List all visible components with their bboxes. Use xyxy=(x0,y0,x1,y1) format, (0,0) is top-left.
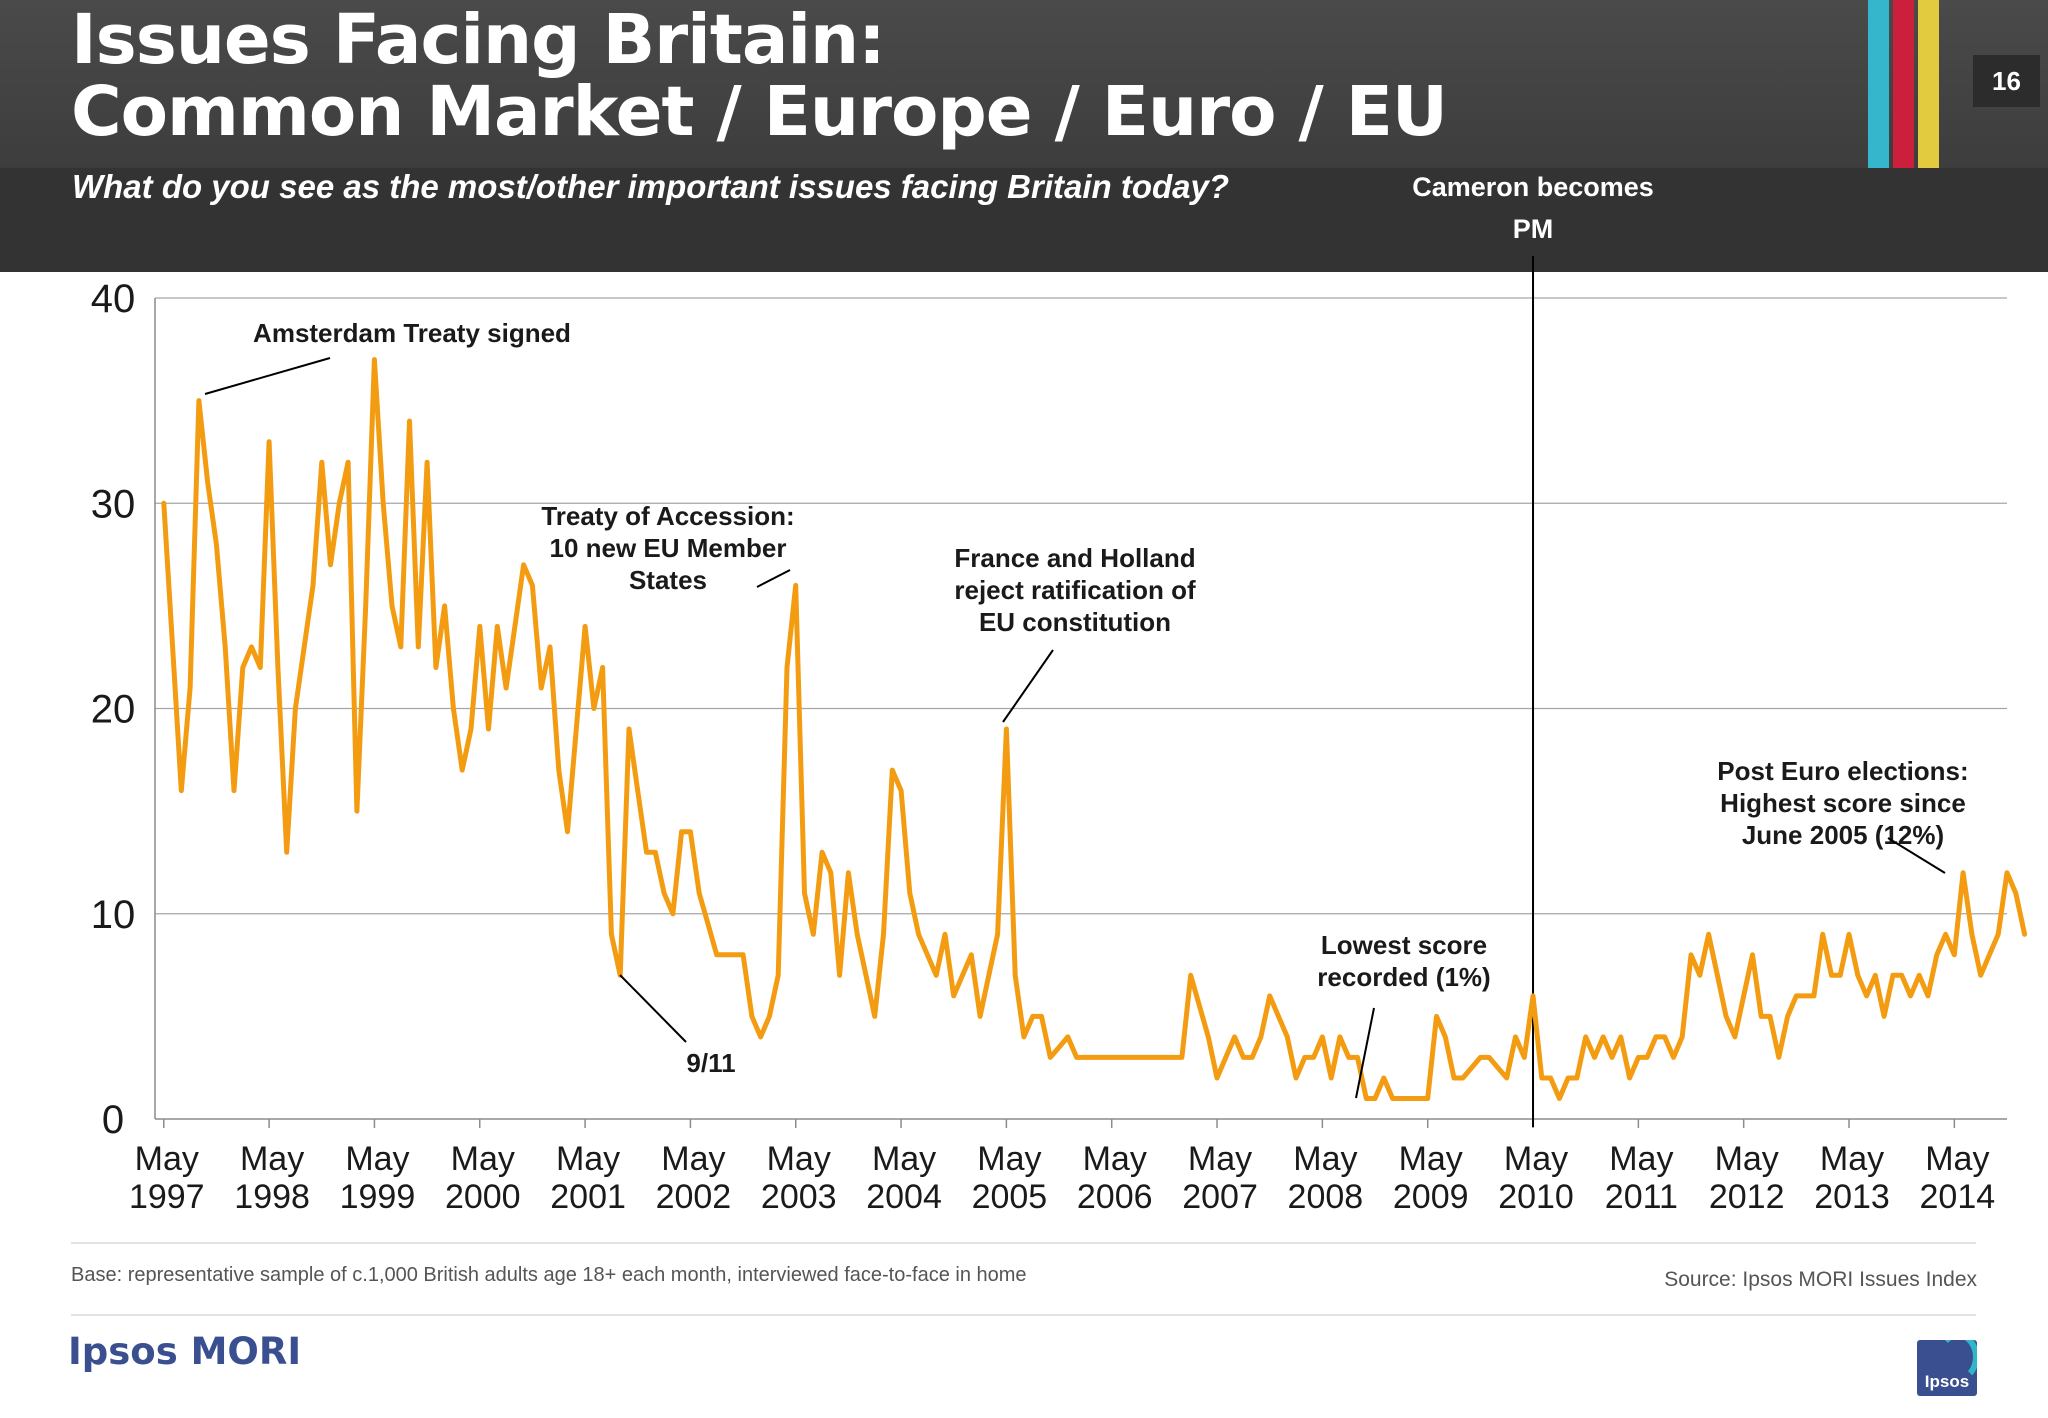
annotation-3-line-0: Lowest score xyxy=(1321,930,1487,960)
x-tick-month-1997: May xyxy=(135,1140,199,1178)
x-tick-year-1999: 1999 xyxy=(340,1178,416,1216)
page-number: 16 xyxy=(1973,55,2040,107)
series-line xyxy=(161,357,2028,1101)
x-tick-month-2014: May xyxy=(1925,1140,1989,1178)
x-tick-year-2005: 2005 xyxy=(972,1178,1048,1216)
x-tick-year-2013: 2013 xyxy=(1814,1178,1890,1216)
annotation-4-line-1: Highest score since xyxy=(1720,788,1966,818)
annotation-2-line-1: reject ratification of xyxy=(954,575,1196,605)
x-tick-year-2010: 2010 xyxy=(1498,1178,1574,1216)
ipsos-mori-logo: Ipsos MORI xyxy=(68,1330,302,1373)
header-bar xyxy=(0,0,2048,168)
x-tick-year-2011: 2011 xyxy=(1605,1178,1678,1216)
y-tick-label-20: 20 xyxy=(91,688,136,732)
footer-divider-bottom xyxy=(71,1314,1976,1316)
x-tick-year-2012: 2012 xyxy=(1709,1178,1785,1216)
x-tick-month-2009: May xyxy=(1399,1140,1463,1178)
base-note: Base: representative sample of c.1,000 B… xyxy=(71,1264,1027,1286)
annotation-leader-1 xyxy=(756,569,791,588)
stripe-blue xyxy=(1868,0,1889,168)
annotation-2-line-2: EU constitution xyxy=(979,607,1171,637)
annotation-leader-3 xyxy=(1355,1007,1375,1099)
x-tick-year-2001: 2001 xyxy=(550,1178,626,1216)
subtitle-bar xyxy=(0,168,2048,272)
annotation-0-line-0: Amsterdam Treaty signed xyxy=(253,318,571,348)
stripe-yellow xyxy=(1918,0,1939,168)
x-tick-month-1998: May xyxy=(240,1140,304,1178)
x-tick-year-2006: 2006 xyxy=(1077,1178,1153,1216)
x-tick-year-2007: 2007 xyxy=(1182,1178,1258,1216)
x-tick-month-1999: May xyxy=(345,1140,409,1178)
x-tick-month-2011: May xyxy=(1609,1140,1673,1178)
x-tick-month-2000: May xyxy=(451,1140,515,1178)
stripe-red xyxy=(1893,0,1914,168)
x-tick-month-2005: May xyxy=(977,1140,1041,1178)
annotation-4-line-0: Post Euro elections: xyxy=(1717,756,1968,786)
badge-label: Ipsos xyxy=(1924,1372,1970,1391)
annotation-1-line-0: Treaty of Accession: xyxy=(541,501,794,531)
annotation-leader-5 xyxy=(619,974,687,1043)
annotation-5-line-0: 9/11 xyxy=(686,1048,735,1078)
annotation-4-line-2: June 2005 (12%) xyxy=(1742,820,1944,850)
swoosh-icon xyxy=(1937,1340,1977,1382)
x-tick-year-2008: 2008 xyxy=(1288,1178,1364,1216)
page-title: Issues Facing Britain: Common Market / E… xyxy=(71,0,1448,152)
annotation-1-line-1: 10 new EU Member xyxy=(550,533,787,563)
x-tick-month-2010: May xyxy=(1504,1140,1568,1178)
x-tick-month-2004: May xyxy=(872,1140,936,1178)
x-tick-year-2002: 2002 xyxy=(656,1178,732,1216)
x-tick-year-2003: 2003 xyxy=(761,1178,837,1216)
annotation-leader-4 xyxy=(1887,837,1946,874)
annotation-leader-0 xyxy=(204,357,331,395)
event-label-0: Cameron becomes xyxy=(1412,172,1654,202)
x-tick-month-2002: May xyxy=(661,1140,725,1178)
x-tick-year-1998: 1998 xyxy=(234,1178,310,1216)
footer-divider-top xyxy=(71,1242,1976,1244)
annotation-1-line-2: States xyxy=(629,565,707,595)
x-tick-month-2003: May xyxy=(767,1140,831,1178)
annotation-2-line-0: France and Holland xyxy=(954,543,1195,573)
annotation-3-line-1: recorded (1%) xyxy=(1317,962,1490,992)
title-line-2: Common Market / Europe / Euro / EU xyxy=(71,72,1448,152)
x-tick-year-2000: 2000 xyxy=(445,1178,521,1216)
y-tick-label-40: 40 xyxy=(91,277,136,321)
y-tick-label-30: 30 xyxy=(91,482,136,526)
source-note: Source: Ipsos MORI Issues Index xyxy=(1664,1268,1977,1291)
ipsos-badge-icon: Ipsos xyxy=(1917,1340,1977,1396)
x-tick-year-2009: 2009 xyxy=(1393,1178,1469,1216)
x-tick-month-2001: May xyxy=(556,1140,620,1178)
y-tick-label-10: 10 xyxy=(91,893,136,937)
chart-question: What do you see as the most/other import… xyxy=(72,168,1230,205)
x-tick-month-2008: May xyxy=(1293,1140,1357,1178)
x-tick-month-2012: May xyxy=(1715,1140,1779,1178)
x-tick-month-2013: May xyxy=(1820,1140,1884,1178)
y-tick-label-0: 0 xyxy=(102,1098,124,1142)
x-tick-year-2014: 2014 xyxy=(1920,1178,1996,1216)
title-line-1: Issues Facing Britain: xyxy=(71,0,886,80)
event-label-line2-0: PM xyxy=(1513,214,1554,244)
x-tick-month-2007: May xyxy=(1188,1140,1252,1178)
x-tick-month-2006: May xyxy=(1083,1140,1147,1178)
annotation-leader-2 xyxy=(1002,649,1054,723)
x-tick-year-2004: 2004 xyxy=(866,1178,942,1216)
x-tick-year-1997: 1997 xyxy=(129,1178,205,1216)
